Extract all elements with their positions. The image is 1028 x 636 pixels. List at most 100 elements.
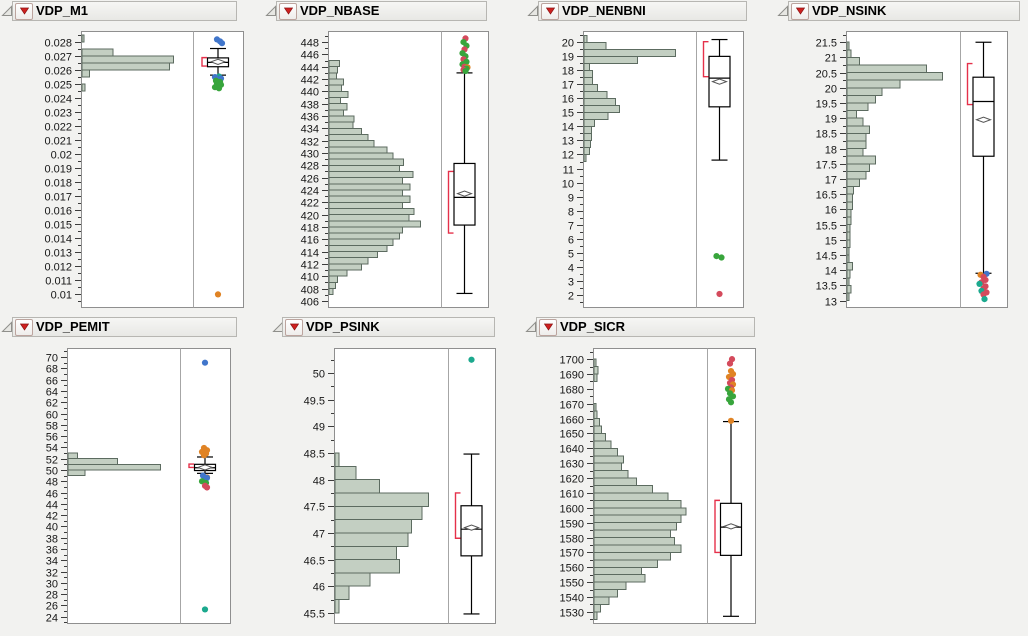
histogram-bar[interactable]: [846, 239, 851, 248]
histogram-bar[interactable]: [846, 284, 852, 294]
disclosure-triangle-icon[interactable]: [777, 5, 789, 17]
outlier-point[interactable]: [214, 291, 222, 298]
histogram-bar[interactable]: [328, 238, 394, 246]
red-triangle-menu-button[interactable]: [15, 318, 33, 336]
histogram-bar[interactable]: [334, 532, 409, 547]
histogram-bar[interactable]: [328, 195, 411, 203]
histogram-bar[interactable]: [328, 257, 369, 265]
histogram-bar[interactable]: [67, 463, 161, 471]
disclosure-triangle-icon[interactable]: [527, 5, 539, 17]
histogram-bar[interactable]: [328, 115, 355, 123]
histogram-bar[interactable]: [583, 153, 587, 163]
histogram-bar[interactable]: [334, 505, 423, 521]
histogram-bar[interactable]: [593, 581, 627, 591]
histogram-bar[interactable]: [593, 403, 597, 412]
histogram-bar[interactable]: [334, 519, 412, 534]
histogram-bar[interactable]: [328, 288, 334, 296]
outlier-point[interactable]: [981, 295, 988, 303]
outlier-point[interactable]: [462, 67, 469, 75]
histogram-bar[interactable]: [81, 55, 175, 64]
red-triangle-menu-button[interactable]: [791, 2, 809, 20]
histogram-bar[interactable]: [846, 94, 877, 104]
histogram-bar[interactable]: [846, 64, 927, 74]
histogram-bar[interactable]: [583, 41, 607, 50]
red-triangle-menu-button[interactable]: [285, 318, 303, 336]
histogram-bar[interactable]: [846, 49, 852, 58]
histogram-bar[interactable]: [846, 170, 867, 180]
histogram-bar[interactable]: [328, 152, 394, 160]
histogram-bar[interactable]: [846, 155, 877, 165]
histogram-bar[interactable]: [334, 492, 429, 507]
histogram-bar[interactable]: [846, 56, 861, 66]
histogram-bar[interactable]: [593, 373, 598, 382]
histogram-bar[interactable]: [328, 90, 349, 99]
histogram-bar[interactable]: [583, 34, 588, 43]
histogram-bar[interactable]: [583, 118, 595, 127]
histogram-bar[interactable]: [583, 132, 592, 141]
histogram-bar[interactable]: [81, 69, 90, 78]
histogram-bar[interactable]: [593, 358, 597, 368]
histogram-bar[interactable]: [846, 269, 851, 279]
outlier-point[interactable]: [727, 417, 735, 424]
histogram-bar[interactable]: [583, 146, 590, 155]
histogram-bar[interactable]: [334, 545, 397, 561]
histogram-bar[interactable]: [583, 83, 599, 92]
histogram-bar[interactable]: [593, 462, 623, 472]
histogram-bar[interactable]: [328, 201, 403, 209]
histogram-bar[interactable]: [593, 566, 643, 576]
histogram-bar[interactable]: [846, 208, 852, 218]
histogram-bar[interactable]: [328, 97, 342, 105]
histogram-bar[interactable]: [846, 140, 867, 150]
histogram-bar[interactable]: [334, 452, 340, 467]
histogram-bar[interactable]: [846, 246, 850, 256]
histogram-bar[interactable]: [334, 585, 350, 601]
histogram-bar[interactable]: [846, 224, 851, 233]
histogram-bar[interactable]: [583, 48, 676, 57]
histogram-bar[interactable]: [846, 148, 864, 157]
histogram-bar[interactable]: [328, 269, 348, 277]
histogram-bar[interactable]: [67, 452, 78, 460]
histogram-bar[interactable]: [334, 465, 357, 481]
histogram-bar[interactable]: [593, 551, 671, 561]
histogram-bar[interactable]: [846, 254, 850, 264]
histogram-bar[interactable]: [328, 275, 338, 283]
histogram-bar[interactable]: [328, 146, 388, 154]
disclosure-triangle-icon[interactable]: [265, 5, 277, 17]
histogram-bar[interactable]: [583, 62, 590, 71]
histogram-bar[interactable]: [846, 102, 869, 112]
histogram-bar[interactable]: [328, 263, 363, 271]
histogram-bar[interactable]: [593, 559, 659, 568]
histogram-bar[interactable]: [846, 193, 853, 203]
histogram-bar[interactable]: [593, 492, 669, 501]
histogram-bar[interactable]: [583, 125, 592, 134]
outlier-point[interactable]: [976, 280, 983, 287]
histogram-bar[interactable]: [81, 62, 170, 71]
histogram-bar[interactable]: [67, 458, 118, 465]
disclosure-triangle-icon[interactable]: [1, 5, 13, 17]
histogram-bar[interactable]: [593, 514, 682, 524]
histogram-bar[interactable]: [583, 69, 593, 78]
histogram-bar[interactable]: [328, 226, 403, 234]
histogram-bar[interactable]: [583, 104, 621, 113]
outlier-point[interactable]: [718, 254, 725, 261]
histogram-bar[interactable]: [328, 140, 375, 148]
histogram-bar[interactable]: [328, 66, 338, 74]
histogram-bar[interactable]: [593, 447, 618, 457]
histogram-bar[interactable]: [846, 216, 852, 226]
red-triangle-menu-button[interactable]: [541, 2, 559, 20]
histogram-bar[interactable]: [846, 125, 870, 134]
histogram-bar[interactable]: [328, 177, 403, 185]
histogram-bar[interactable]: [593, 366, 599, 375]
histogram-bar[interactable]: [593, 485, 653, 494]
histogram-bar[interactable]: [583, 55, 639, 64]
histogram-bar[interactable]: [328, 251, 378, 259]
outlier-point[interactable]: [727, 399, 735, 406]
red-triangle-menu-button[interactable]: [539, 318, 557, 336]
outlier-point[interactable]: [468, 356, 475, 363]
histogram-bar[interactable]: [846, 186, 854, 195]
histogram-bar[interactable]: [328, 183, 411, 191]
histogram-bar[interactable]: [593, 544, 682, 553]
histogram-bar[interactable]: [328, 281, 336, 290]
histogram-bar[interactable]: [328, 232, 400, 240]
histogram-bar[interactable]: [334, 479, 381, 494]
